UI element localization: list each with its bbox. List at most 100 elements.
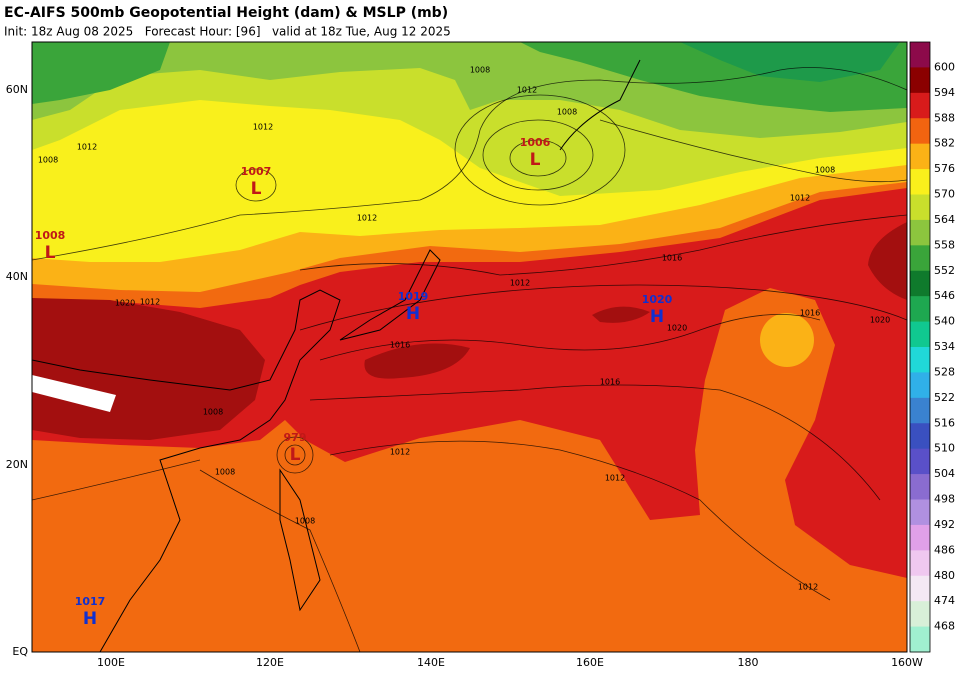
isobar-label: 1008: [815, 166, 835, 175]
colorbar-label: 510: [934, 442, 955, 455]
isobar: [276, 436, 314, 474]
isobar: [599, 119, 907, 183]
field-594: [868, 222, 907, 300]
colorbar-label: 504: [934, 467, 955, 480]
colorbar-cell: [910, 143, 930, 170]
isobar: [235, 168, 277, 202]
isobar: [309, 384, 881, 501]
isobar-label: 1008: [215, 468, 235, 477]
isobar: [299, 214, 907, 276]
lon-label: 140E: [417, 656, 445, 669]
lat-label: 40N: [6, 270, 28, 283]
colorbar-cell: [910, 448, 930, 475]
isobar-label: 1008: [38, 156, 58, 165]
colorbar-cell: [910, 550, 930, 577]
center-symbol: H: [406, 304, 420, 324]
colorbar-label: 534: [934, 340, 955, 353]
colorbar-cell: [910, 347, 930, 373]
field-594: [592, 306, 650, 323]
colorbar-label: 564: [934, 213, 955, 226]
center-symbol: H: [83, 609, 97, 629]
center-value: 1019: [398, 290, 429, 303]
colorbar-cell: [910, 575, 930, 602]
field-546: [680, 42, 900, 82]
coastline: [339, 249, 441, 341]
isobar-label: 1012: [510, 279, 530, 288]
colorbar-label: 528: [934, 365, 955, 378]
colorbar-cell: [910, 474, 930, 500]
colorbar-cell: [910, 245, 930, 272]
map-area: [32, 42, 907, 652]
coastlines: [32, 59, 641, 652]
isobar-label: 1012: [77, 143, 97, 152]
isobar: [32, 459, 201, 501]
colorbar-cell: [910, 499, 930, 526]
lon-label: 100E: [97, 656, 125, 669]
lon-label: 120E: [256, 656, 284, 669]
isobar-label: 1020: [870, 316, 890, 325]
colorbar-label: 522: [934, 391, 955, 404]
isobar-label: 1016: [600, 378, 620, 387]
subtitle: Init: 18z Aug 08 2025 Forecast Hour: [96…: [4, 25, 451, 39]
colorbar-label: 492: [934, 518, 955, 531]
field-576-cell: [760, 313, 814, 367]
isobar-label: 1016: [800, 309, 820, 318]
isobar-label: 1020: [667, 324, 687, 333]
isobar-label: 1012: [517, 86, 537, 95]
colorbar-label: 498: [934, 493, 955, 506]
center-symbol: L: [290, 445, 301, 465]
colorbar-label: 516: [934, 416, 955, 429]
colorbar-frame: [909, 41, 931, 653]
isobar-label: 1012: [605, 474, 625, 483]
title: EC-AIFS 500mb Geopotential Height (dam) …: [4, 5, 448, 21]
center-symbol: L: [45, 243, 56, 263]
isobar-label: 1008: [203, 408, 223, 417]
center-value: 1007: [241, 165, 272, 178]
lon-label: 180: [738, 656, 759, 669]
isobar: [299, 284, 907, 331]
isobar-label: 1008: [295, 517, 315, 526]
colorbar-cell: [910, 524, 930, 551]
colorbar-cell: [910, 42, 930, 68]
isobar-label: 1016: [390, 341, 410, 350]
isobar: [199, 469, 361, 652]
coastline: [279, 468, 321, 612]
colorbar-cell: [910, 270, 930, 297]
isobar: [454, 94, 626, 206]
colorbar-label: 468: [934, 620, 955, 633]
colorbar-cell: [910, 626, 930, 653]
lon-label: 160W: [891, 656, 923, 669]
lon-label: 160E: [576, 656, 604, 669]
field-552: [32, 42, 170, 104]
isobar-label: 1012: [790, 194, 810, 203]
isobar-label: 1012: [390, 448, 410, 457]
colorbar-cell: [910, 169, 930, 195]
colorbar-label: 480: [934, 569, 955, 582]
colorbar-cell: [910, 397, 930, 424]
center-value: 1017: [75, 595, 106, 608]
center-symbol: L: [251, 179, 262, 199]
isobar-label: 1012: [140, 298, 160, 307]
center-value: 979: [284, 431, 307, 444]
colorbar-label: 576: [934, 162, 955, 175]
colorbar-cell: [910, 321, 930, 348]
coastline: [32, 289, 341, 652]
isobar: [284, 444, 306, 466]
isobar: [509, 139, 567, 177]
lat-label: 60N: [6, 83, 28, 96]
center-value: 1020: [642, 293, 673, 306]
colorbar-cell: [910, 67, 930, 94]
colorbar-cell: [910, 372, 930, 399]
isobar: [319, 314, 821, 361]
map-frame: [31, 41, 908, 653]
colorbar-cell: [910, 296, 930, 323]
colorbar-cell: [910, 219, 930, 246]
colorbar: 600 594 588 582 576 570 564 558 552 546 540 534 528 5…: [909, 41, 955, 653]
isobar: [329, 440, 831, 601]
center-value: 1008: [35, 229, 66, 242]
isobar-label: 1012: [253, 123, 273, 132]
isobar-label: 1008: [470, 66, 490, 75]
colorbar-label: 570: [934, 188, 955, 201]
colorbar-label: 558: [934, 238, 955, 251]
